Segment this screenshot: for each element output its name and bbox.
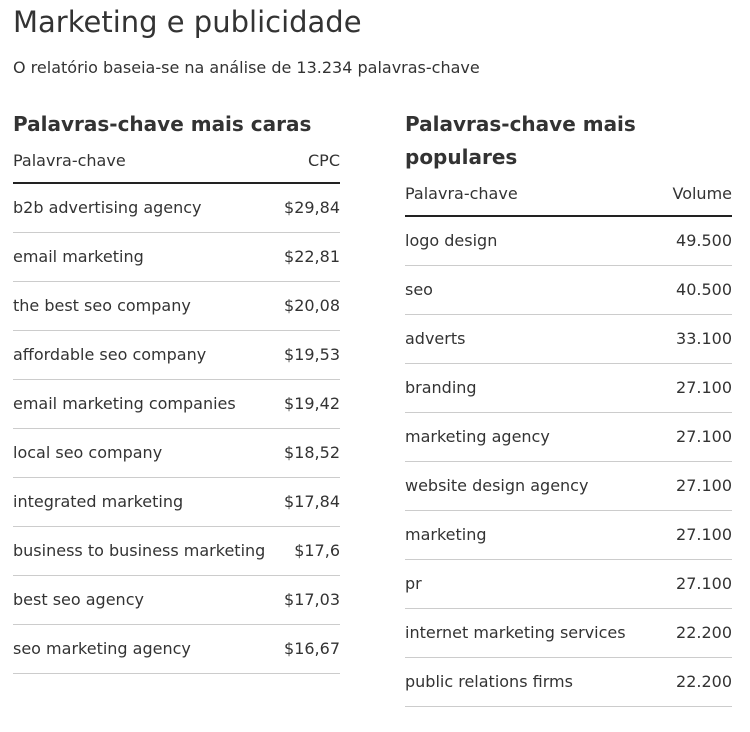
keyword-cell: local seo company (13, 428, 283, 478)
column-header: Palavra-chave (13, 141, 283, 184)
table-section: Palavras-chave mais populares Palavra-cha… (405, 108, 732, 707)
value-cell: 22.200 (664, 657, 732, 707)
table-body: logo design 49.500 seo 40.500 adverts 33.100 b… (405, 216, 732, 707)
value-cell: 49.500 (664, 216, 732, 266)
table-row: local seo company $18,52 (13, 428, 340, 478)
value-cell: 27.100 (664, 363, 732, 413)
table-row: adverts 33.100 (405, 314, 732, 364)
table-row: public relations firms 22.200 (405, 657, 732, 707)
table-body: b2b advertising agency $29,84 email market… (13, 183, 340, 674)
value-cell: $19,42 (282, 379, 340, 429)
value-cell: 27.100 (664, 559, 732, 609)
keyword-cell: marketing agency (405, 412, 665, 462)
keyword-cell: affordable seo company (13, 330, 283, 380)
table-title: Palavras-chave mais caras (13, 112, 312, 136)
value-cell: 27.100 (664, 510, 732, 560)
table-row: affordable seo company $19,53 (13, 330, 340, 380)
table-row: b2b advertising agency $29,84 (13, 183, 340, 233)
value-cell: 27.100 (664, 461, 732, 511)
table-row: email marketing $22,81 (13, 232, 340, 282)
value-cell: $16,67 (282, 624, 340, 674)
table-row: integrated marketing $17,84 (13, 477, 340, 527)
keyword-cell: email marketing (13, 232, 283, 282)
value-cell: $22,81 (282, 232, 340, 282)
value-cell: $17,84 (282, 477, 340, 527)
keyword-cell: seo (405, 265, 665, 315)
value-cell: $17,6 (282, 526, 340, 576)
keyword-cell: best seo agency (13, 575, 283, 625)
keyword-cell: b2b advertising agency (13, 183, 283, 233)
value-cell: 40.500 (664, 265, 732, 315)
keyword-cell: adverts (405, 314, 665, 364)
value-cell: 27.100 (664, 412, 732, 462)
column-header: Palavra-chave (405, 174, 665, 217)
keyword-cell: public relations firms (405, 657, 665, 707)
keyword-cell: seo marketing agency (13, 624, 283, 674)
column-header: Volume (664, 174, 732, 217)
value-cell: $29,84 (282, 183, 340, 233)
table-row: internet marketing services 22.200 (405, 608, 732, 658)
table-row: seo 40.500 (405, 265, 732, 315)
table-title: Palavras-chave mais populares (405, 112, 636, 169)
table-row: seo marketing agency $16,67 (13, 624, 340, 674)
value-cell: 22.200 (664, 608, 732, 658)
table-head: Palavra-chave CPC (13, 141, 340, 184)
table-row: the best seo company $20,08 (13, 281, 340, 331)
keyword-cell: integrated marketing (13, 477, 283, 527)
table-row: business to business marketing $17,6 (13, 526, 340, 576)
keyword-cell: logo design (405, 216, 665, 266)
table-row: marketing agency 27.100 (405, 412, 732, 462)
keyword-cell: internet marketing services (405, 608, 665, 658)
keyword-cell: business to business marketing (13, 526, 283, 576)
table-row: branding 27.100 (405, 363, 732, 413)
keyword-cell: pr (405, 559, 665, 609)
keyword-cell: branding (405, 363, 665, 413)
value-cell: 33.100 (664, 314, 732, 364)
column-header: CPC (282, 141, 340, 184)
value-cell: $20,08 (282, 281, 340, 331)
table-row: website design agency 27.100 (405, 461, 732, 511)
subtitle: O relatório baseia-se na análise de 13.2… (13, 58, 480, 77)
table: Palavra-chave Volume logo design 49.500 seo 4… (405, 174, 732, 707)
header-row: Palavra-chave CPC (13, 141, 340, 184)
table-row: best seo agency $17,03 (13, 575, 340, 625)
keyword-cell: website design agency (405, 461, 665, 511)
value-cell: $18,52 (282, 428, 340, 478)
table: Palavra-chave CPC b2b advertising agency $2… (13, 141, 340, 674)
value-cell: $17,03 (282, 575, 340, 625)
value-cell: $19,53 (282, 330, 340, 380)
table-section: Palavras-chave mais caras Palavra-chave CP… (13, 108, 340, 674)
page-title: Marketing e publicidade (13, 5, 362, 39)
table-row: email marketing companies $19,42 (13, 379, 340, 429)
table-row: pr 27.100 (405, 559, 732, 609)
keyword-cell: email marketing companies (13, 379, 283, 429)
keyword-cell: marketing (405, 510, 665, 560)
keyword-cell: the best seo company (13, 281, 283, 331)
table-row: logo design 49.500 (405, 216, 732, 266)
table-row: marketing 27.100 (405, 510, 732, 560)
table-head: Palavra-chave Volume (405, 174, 732, 217)
header-row: Palavra-chave Volume (405, 174, 732, 217)
